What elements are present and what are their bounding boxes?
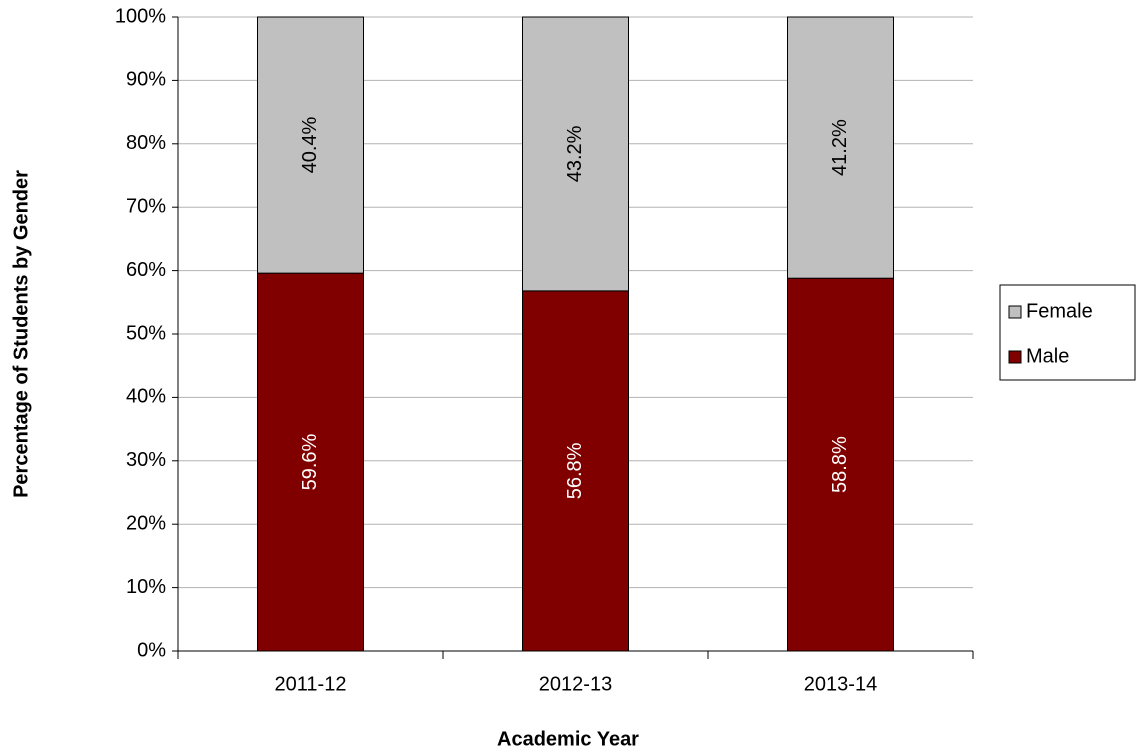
data-label: 43.2%	[564, 125, 586, 182]
data-label: 59.6%	[299, 434, 321, 491]
bar-segment	[257, 16, 364, 274]
y-tick-label: 100%	[115, 5, 166, 27]
y-tick-label: 20%	[126, 512, 166, 534]
legend-label: Male	[1026, 345, 1069, 367]
legend-box	[999, 284, 1136, 381]
data-label: 58.8%	[829, 436, 851, 493]
y-tick-label: 70%	[126, 195, 166, 217]
bar-segment	[522, 16, 629, 292]
bar-segment	[787, 277, 894, 652]
y-tick-label: 40%	[126, 386, 166, 408]
legend-swatch	[1008, 350, 1022, 364]
data-label: 56.8%	[564, 442, 586, 499]
y-axis-title: Percentage of Students by Gender	[10, 170, 32, 498]
legend-label: Female	[1026, 300, 1093, 322]
y-tick-label: 50%	[126, 322, 166, 344]
data-label: 41.2%	[829, 119, 851, 176]
bar-segment	[787, 16, 894, 279]
x-tick-label: 2011-12	[275, 673, 347, 695]
y-tick-label: 30%	[126, 449, 166, 471]
legend-swatch	[1008, 305, 1022, 319]
y-tick-label: 60%	[126, 259, 166, 281]
data-label: 40.4%	[299, 117, 321, 174]
y-tick-label: 10%	[126, 576, 166, 598]
bar-segment	[257, 272, 364, 652]
bar-segment	[522, 290, 629, 652]
y-tick-label: 90%	[126, 69, 166, 91]
x-tick-label: 2013-14	[804, 673, 877, 695]
x-axis-title: Academic Year	[497, 728, 639, 750]
y-tick-label: 0%	[137, 639, 166, 661]
x-tick-label: 2012-13	[539, 673, 612, 695]
y-tick-label: 80%	[126, 132, 166, 154]
